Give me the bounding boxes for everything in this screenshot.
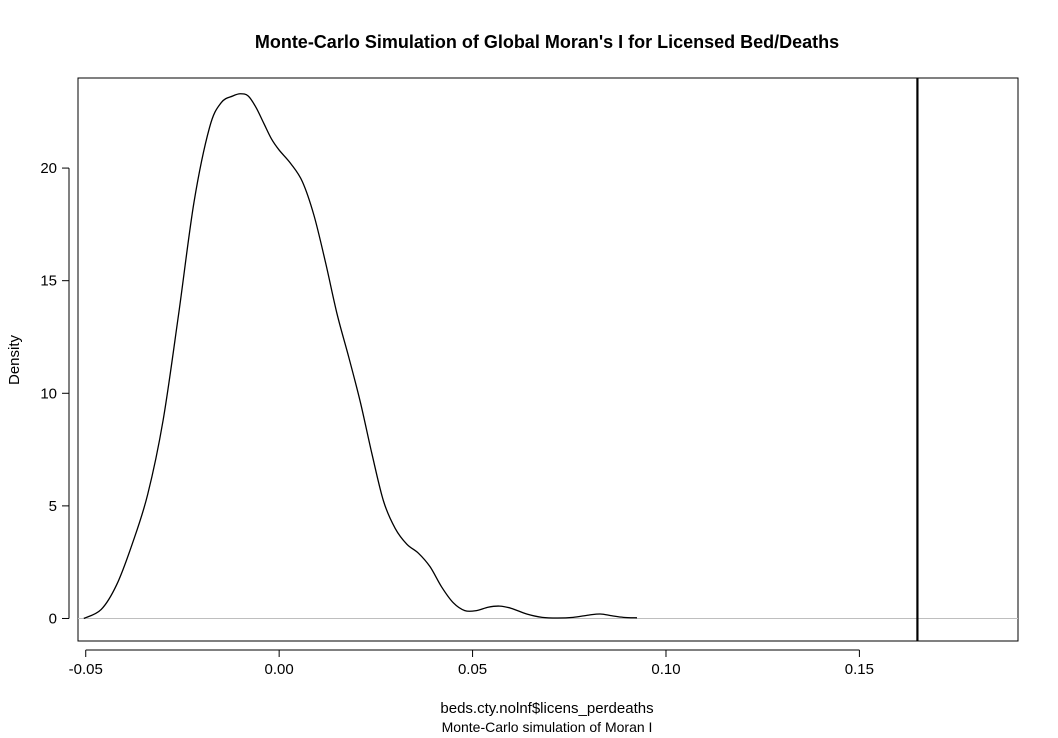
plot-frame — [77, 77, 1019, 642]
x-tick-label: 0.00 — [265, 661, 294, 678]
y-axis-label: Density — [6, 334, 23, 385]
y-tick-label: 10 — [40, 385, 57, 402]
chart-title: Monte-Carlo Simulation of Global Moran's… — [255, 32, 839, 52]
x-tick-label: 0.15 — [845, 661, 874, 678]
x-axis-sublabel: Monte-Carlo simulation of Moran I — [442, 719, 653, 735]
y-tick-label: 20 — [40, 160, 57, 177]
x-tick-label: 0.05 — [458, 661, 487, 678]
x-axis: -0.05 0.00 0.05 0.10 0.15 — [69, 649, 874, 678]
density-curve — [83, 93, 637, 620]
y-tick-label: 0 — [49, 610, 57, 627]
y-axis: 0 5 10 15 20 — [40, 160, 70, 627]
x-tick-label: -0.05 — [69, 661, 103, 678]
y-tick-label: 5 — [49, 498, 57, 515]
x-tick-label: 0.10 — [651, 661, 680, 678]
y-tick-label: 15 — [40, 273, 57, 290]
x-axis-label: beds.cty.nolnf$licens_perdeaths — [440, 700, 653, 717]
